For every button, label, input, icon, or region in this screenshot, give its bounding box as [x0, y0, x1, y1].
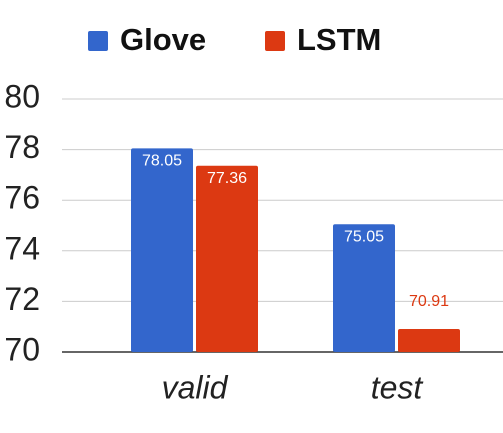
legend-swatch — [88, 31, 108, 51]
y-tick-label: 72 — [4, 281, 40, 317]
legend-swatch — [265, 31, 285, 51]
value-label: 78.05 — [142, 153, 182, 170]
value-label: 70.91 — [409, 293, 449, 310]
x-tick-label: test — [371, 369, 424, 405]
bar — [131, 148, 193, 352]
bar — [398, 328, 460, 352]
y-tick-label: 74 — [4, 230, 40, 266]
x-tick-label: valid — [162, 369, 229, 405]
bar — [333, 224, 395, 352]
bar — [196, 165, 258, 352]
y-tick-label: 80 — [4, 78, 40, 114]
legend-label: LSTM — [297, 22, 381, 57]
value-label: 77.36 — [207, 170, 247, 187]
legend-label: Glove — [120, 22, 206, 57]
value-label: 75.05 — [344, 228, 384, 245]
y-tick-label: 70 — [4, 331, 40, 367]
y-tick-label: 78 — [4, 129, 40, 165]
y-tick-label: 76 — [4, 180, 40, 216]
